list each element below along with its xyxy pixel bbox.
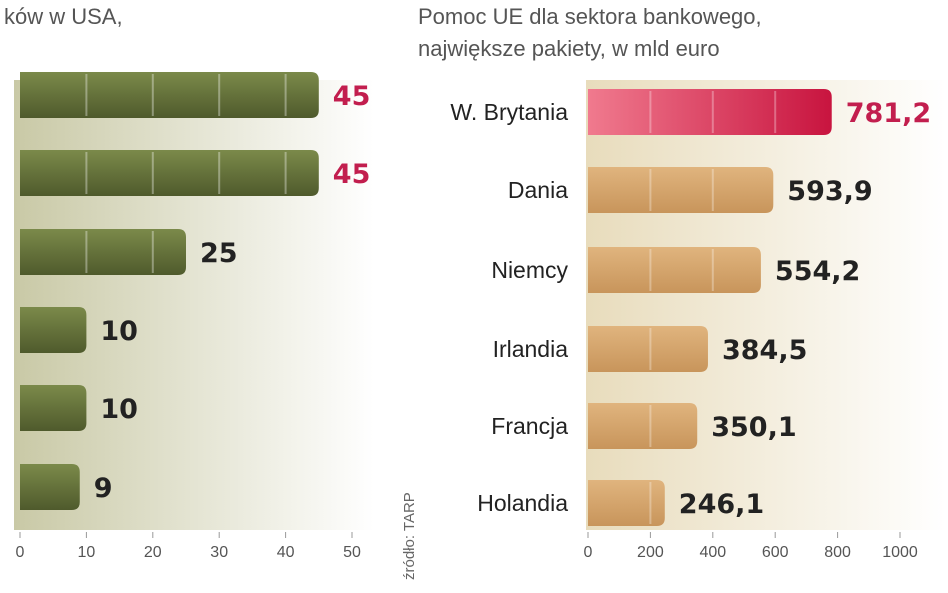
chart-right-category-label: Irlandia <box>493 336 569 362</box>
chart-left-value-label: 9 <box>94 473 113 504</box>
chart-right-bar <box>588 326 708 372</box>
chart-left-bar <box>20 307 87 353</box>
chart-right-tick-label: 1000 <box>882 544 918 561</box>
chart-right: Pomoc UE dla sektora bankowego, najwięks… <box>418 4 946 561</box>
chart-right-value-label: 593,9 <box>787 176 872 207</box>
chart-left-panel <box>14 80 374 530</box>
chart-right-xaxis: 0 200 400 600 800 1000 <box>584 532 918 561</box>
chart-left-bar <box>20 229 186 275</box>
chart-right-bar <box>588 480 665 526</box>
chart-left-value-label: 45 <box>333 159 371 190</box>
chart-right-bar <box>588 403 698 449</box>
chart-right-value-label: 246,1 <box>679 489 764 520</box>
chart-left-bar <box>20 72 319 118</box>
chart-right-value-label: 554,2 <box>775 256 860 287</box>
chart-right-bar <box>588 89 832 135</box>
chart-right-category-label: W. Brytania <box>450 99 568 125</box>
chart-left-tick-label: 20 <box>144 544 162 561</box>
chart-right-value-label: 350,1 <box>711 412 796 443</box>
chart-right-panel <box>586 80 946 530</box>
chart-left-tick-label: 50 <box>343 544 361 561</box>
chart-left: ków w USA, 45 45 25 10 10 9 0 10 20 30 40 50 <box>4 4 374 561</box>
chart-right-title: Pomoc UE dla sektora bankowego, <box>418 4 762 29</box>
chart-left-value-label: 25 <box>200 238 238 269</box>
chart-left-bar <box>20 385 87 431</box>
chart-right-category-label: Niemcy <box>491 257 568 283</box>
chart-right-bars: 781,2 593,9 554,2 384,5 350,1 246,1 <box>588 89 931 526</box>
chart-right-value-label: 384,5 <box>722 335 807 366</box>
source-label: źródło: TARP <box>401 492 418 580</box>
chart-left-bars: 45 45 25 10 10 9 <box>20 72 370 510</box>
chart-left-tick-label: 30 <box>210 544 228 561</box>
chart-right-category-label: Dania <box>508 177 568 203</box>
chart-right-bar <box>588 247 761 293</box>
chart-left-value-label: 10 <box>100 316 138 347</box>
chart-right-tick-label: 0 <box>584 544 593 561</box>
chart-left-bar <box>20 150 319 196</box>
chart-left-value-label: 10 <box>100 394 138 425</box>
chart-left-title: ków w USA, <box>4 4 123 29</box>
chart-left-tick-label: 10 <box>78 544 96 561</box>
chart-right-categories: W. Brytania Dania Niemcy Irlandia Francja Hol… <box>450 99 568 516</box>
chart-right-category-label: Francja <box>491 413 568 439</box>
chart-right-tick-label: 600 <box>762 544 789 561</box>
chart-right-value-label: 781,2 <box>846 98 931 129</box>
chart-right-tick-label: 200 <box>637 544 664 561</box>
chart-left-tick-label: 0 <box>16 544 25 561</box>
chart-left-bar <box>20 464 80 510</box>
chart-right-bar <box>588 167 774 213</box>
chart-right-subtitle: największe pakiety, w mld euro <box>418 36 720 61</box>
chart-right-tick-label: 800 <box>824 544 851 561</box>
chart-left-xaxis: 0 10 20 30 40 50 <box>16 532 361 561</box>
chart-right-category-label: Holandia <box>477 490 568 516</box>
chart-left-tick-label: 40 <box>277 544 295 561</box>
chart-right-tick-label: 400 <box>699 544 726 561</box>
chart-left-value-label: 45 <box>333 81 371 112</box>
